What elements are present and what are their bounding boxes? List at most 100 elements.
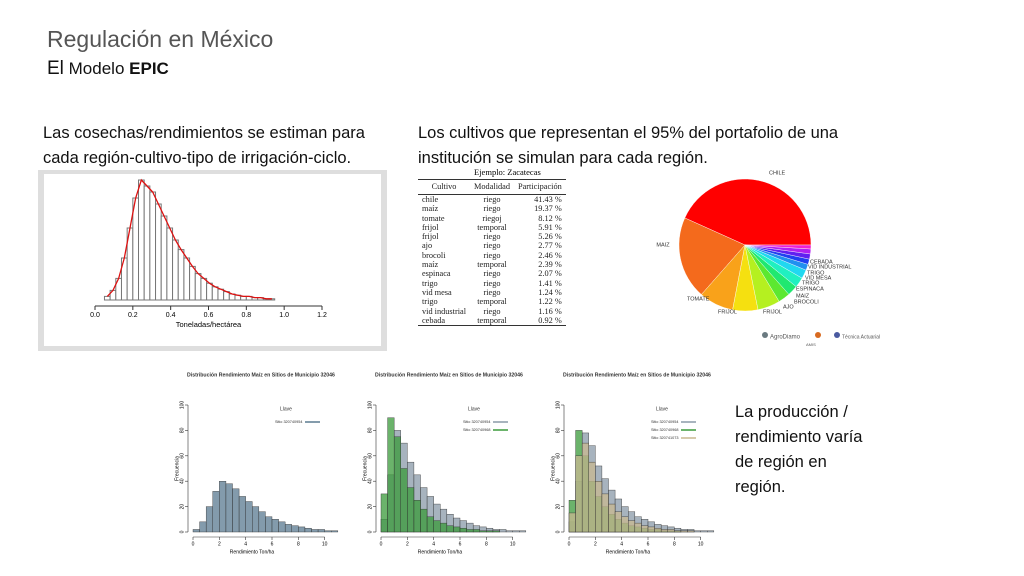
- y-tick-label: 60: [555, 453, 561, 459]
- legend-title: Llave: [468, 406, 480, 412]
- histogram-bar: [205, 506, 213, 533]
- histogram-bar: [581, 442, 589, 533]
- histogram-bar: [568, 512, 576, 533]
- x-tick-label: 6: [459, 541, 462, 547]
- table-row: tomate riegoj 8.12 %: [418, 214, 566, 223]
- table-cell: 41.43 %: [534, 195, 562, 204]
- x-tick-label: 6: [271, 541, 274, 547]
- histogram-bar: [189, 265, 196, 301]
- histogram-bar: [211, 286, 219, 301]
- x-axis-label: Rendimiento Ton/ha: [230, 549, 275, 555]
- histogram-bar: [212, 491, 220, 533]
- table-header: Modalidad: [470, 179, 514, 195]
- y-axis-label: Frecuencia: [174, 456, 180, 481]
- plot-background: [44, 174, 381, 346]
- pie-label: FRIJOL: [718, 309, 737, 315]
- table-cell: 2.46 %: [538, 250, 562, 260]
- pie-label: ESPINACA: [796, 286, 824, 292]
- pie-slice: [678, 217, 746, 295]
- histogram-bar: [700, 530, 708, 533]
- pie-slice: [744, 244, 812, 250]
- table-row: frijol temporal 5.91 %: [418, 223, 566, 232]
- histogram-bar: [317, 529, 325, 533]
- histogram-bar: [614, 511, 622, 533]
- x-tick-label: 10: [510, 541, 516, 547]
- histogram-bar: [693, 530, 701, 533]
- histogram-bar: [459, 527, 467, 533]
- histogram-bar: [206, 282, 213, 301]
- y-tick-label: 100: [367, 401, 373, 410]
- histogram-bar: [407, 487, 415, 533]
- histogram-bar: [472, 529, 480, 533]
- table-row: brocoli riego 2.46 %: [418, 251, 566, 260]
- histogram-bar: [232, 488, 240, 533]
- table-cell: riego: [483, 195, 501, 204]
- table-row: vid mesa riego 1.24 %: [418, 288, 566, 297]
- y-tick-label: 0: [367, 530, 373, 533]
- x-tick-label: 10: [698, 541, 704, 547]
- table-cell: temporal: [477, 315, 507, 325]
- table-row: ajo riego 2.77 %: [418, 241, 566, 250]
- slide-subtitle: El Modelo EPIC: [47, 58, 169, 80]
- table-row: trigo temporal 1.22 %: [418, 297, 566, 306]
- table-row: vid industrial riego 1.16 %: [418, 307, 566, 316]
- y-tick-label: 40: [367, 478, 373, 484]
- histogram-bar: [608, 503, 616, 533]
- histogram-bar: [155, 203, 162, 301]
- logo-mark: [834, 332, 840, 338]
- table-cell: 2.39 %: [538, 260, 562, 270]
- pie-label: MAIZ: [656, 242, 670, 248]
- table-cell: ajo: [422, 241, 433, 251]
- histogram-bar: [628, 520, 636, 533]
- histogram-bar: [172, 239, 179, 301]
- histogram-bar: [311, 529, 319, 533]
- histogram-bar: [284, 524, 292, 533]
- histogram-bar: [634, 522, 642, 533]
- histogram-bar: [298, 526, 306, 533]
- table-cell: 2.77 %: [538, 241, 562, 251]
- pie-slice: [684, 178, 812, 246]
- table-cell: trigo: [422, 278, 438, 288]
- legend-title: Llave: [656, 406, 668, 412]
- x-axis-label: Rendimiento Ton/ha: [418, 549, 463, 555]
- histogram-bar: [217, 288, 225, 301]
- histogram-bar: [667, 529, 675, 533]
- logo-mark: [815, 332, 821, 338]
- table-cell: riego: [483, 250, 501, 260]
- table-cell: 1.24 %: [538, 287, 562, 297]
- y-tick-label: 80: [179, 427, 185, 433]
- small-chart: Distribución Rendimiento Maíz en Sitios …: [174, 372, 339, 555]
- pie-label: AJO: [783, 304, 794, 310]
- table-row: trigo riego 1.41 %: [418, 279, 566, 288]
- table-cell: 8.12 %: [538, 213, 562, 223]
- histogram-bar: [641, 525, 649, 533]
- table-cell: brocoli: [422, 250, 446, 260]
- table-cell: espinaca: [422, 269, 451, 279]
- table-cell: riego: [483, 278, 501, 288]
- x-tick-label: 2: [406, 541, 409, 547]
- y-tick-label: 60: [367, 453, 373, 459]
- y-tick-label: 0: [555, 530, 561, 533]
- x-axis-label: Toneladas/hectárea: [176, 320, 242, 329]
- histogram-bar: [512, 530, 520, 533]
- slide-title: Regulación en México: [47, 26, 274, 52]
- histogram-bar: [505, 530, 513, 533]
- pie-label: CHILE: [769, 170, 786, 176]
- histogram-bar: [660, 529, 668, 533]
- histogram-bar: [707, 530, 715, 533]
- histogram-bar: [166, 227, 174, 301]
- y-axis-label: Frecuencia: [550, 456, 556, 481]
- table-cell: 0.92 %: [538, 315, 562, 325]
- table-caption: Ejemplo: Zacatecas: [474, 167, 541, 177]
- histogram-bar: [433, 520, 441, 533]
- legend-label: Sitio 320740968: [463, 428, 490, 432]
- x-tick-label: 0.0: [90, 312, 100, 319]
- table-cell: 1.22 %: [538, 297, 562, 307]
- left-text: Las cosechas/rendimientos se estiman par…: [43, 124, 365, 167]
- histogram-bar: [413, 500, 421, 533]
- legend-label: Sitio 320741073: [651, 436, 678, 440]
- histogram-bar: [258, 511, 266, 533]
- histogram-bar: [183, 257, 191, 301]
- y-tick-label: 20: [555, 504, 561, 510]
